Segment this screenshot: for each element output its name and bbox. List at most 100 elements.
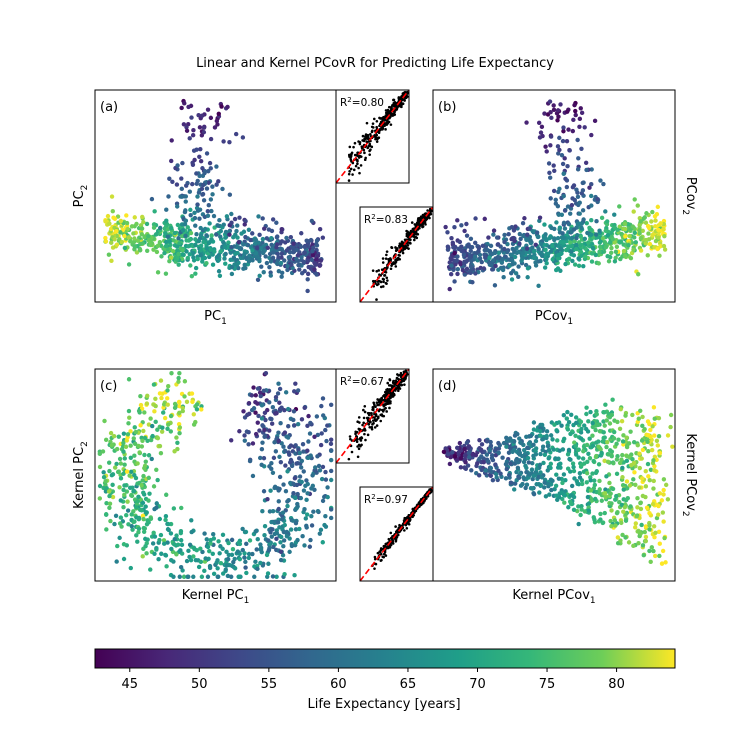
parity-point	[358, 171, 361, 175]
scatter-point	[243, 218, 248, 224]
scatter-point	[142, 452, 147, 458]
scatter-point	[165, 426, 170, 431]
scatter-point	[544, 429, 550, 434]
scatter-point	[607, 240, 613, 245]
scatter-point	[548, 249, 554, 254]
scatter-point	[317, 468, 323, 473]
scatter-point	[599, 450, 604, 456]
scatter-point	[106, 252, 112, 257]
scatter-point	[578, 243, 583, 248]
scatter-point	[594, 469, 599, 474]
scatter-point	[597, 249, 602, 255]
parity-point	[384, 109, 388, 112]
scatter-point	[630, 412, 635, 418]
scatter-point	[646, 225, 652, 231]
scatter-point	[208, 136, 214, 142]
scatter-point	[189, 518, 194, 523]
scatter-point	[299, 479, 304, 485]
scatter-point	[304, 238, 309, 243]
scatter-point	[251, 406, 257, 411]
scatter-point	[204, 186, 210, 191]
scatter-point	[193, 237, 198, 242]
scatter-point	[617, 240, 623, 245]
scatter-point	[129, 224, 135, 229]
parity-point	[395, 108, 399, 111]
parity-line	[359, 486, 434, 582]
scatter-point	[207, 221, 212, 226]
scatter-point	[122, 233, 127, 239]
scatter-point	[262, 434, 267, 439]
scatter-point	[267, 428, 272, 433]
parity-point	[425, 217, 429, 220]
scatter-point	[242, 555, 247, 560]
scatter-point	[284, 235, 289, 241]
scatter-point	[320, 396, 326, 401]
parity-point	[397, 526, 401, 530]
scatter-point	[270, 250, 276, 255]
parity-point	[376, 403, 379, 407]
scatter-point	[107, 468, 112, 474]
scatter-point	[315, 454, 320, 459]
scatter-point	[536, 474, 541, 480]
scatter-point	[646, 448, 651, 454]
r2-label: R2=0.83	[364, 213, 408, 226]
scatter-point	[280, 510, 286, 515]
scatter-point	[455, 271, 460, 277]
scatter-point	[209, 233, 214, 238]
scatter-point	[104, 527, 109, 532]
scatter-point	[258, 246, 263, 251]
parity-point	[371, 406, 375, 409]
scatter-point	[622, 221, 628, 227]
scatter-point	[174, 435, 179, 440]
scatter-point	[542, 452, 548, 458]
scatter-point	[204, 233, 209, 238]
scatter-point	[166, 527, 171, 533]
scatter-point	[555, 465, 561, 470]
scatter-point	[210, 184, 215, 189]
scatter-point	[191, 554, 196, 559]
scatter-point	[175, 163, 180, 168]
scatter-point	[114, 461, 119, 467]
scatter-point	[124, 489, 130, 494]
scatter-point	[190, 181, 195, 187]
scatter-point	[217, 218, 222, 223]
scatter-point	[252, 241, 258, 246]
scatter-point	[579, 503, 584, 509]
scatter-point	[189, 115, 194, 120]
scatter-point	[136, 529, 141, 535]
scatter-point	[656, 512, 661, 517]
scatter-point	[298, 465, 304, 470]
scatter-point	[540, 444, 546, 449]
scatter-point	[310, 253, 316, 258]
scatter-point	[196, 238, 202, 244]
scatter-point	[554, 472, 559, 477]
scatter-point	[441, 449, 447, 455]
scatter-point	[227, 192, 233, 197]
colorbar-tick-label: 45	[121, 677, 138, 692]
scatter-point	[308, 537, 313, 543]
scatter-point	[458, 456, 464, 461]
scatter-point	[295, 501, 300, 507]
scatter-point	[647, 511, 652, 516]
scatter-point	[518, 236, 523, 242]
scatter-point	[622, 504, 628, 510]
scatter-point	[628, 255, 634, 261]
scatter-point	[589, 181, 594, 187]
scatter-point	[104, 501, 109, 506]
scatter-point	[242, 251, 247, 257]
scatter-point	[157, 516, 163, 522]
scatter-point	[637, 485, 642, 490]
scatter-point	[275, 234, 280, 239]
scatter-point	[531, 491, 537, 497]
parity-point	[384, 257, 388, 260]
scatter-point	[593, 252, 598, 258]
scatter-point	[135, 238, 141, 243]
scatter-point	[185, 255, 191, 261]
scatter-point	[269, 534, 274, 539]
scatter-point	[171, 506, 177, 511]
scatter-point	[273, 394, 279, 400]
colorbar-label: Life Expectancy [years]	[307, 697, 460, 712]
scatter-point	[663, 560, 668, 565]
scatter-point	[602, 240, 607, 245]
scatter-point	[153, 419, 158, 425]
